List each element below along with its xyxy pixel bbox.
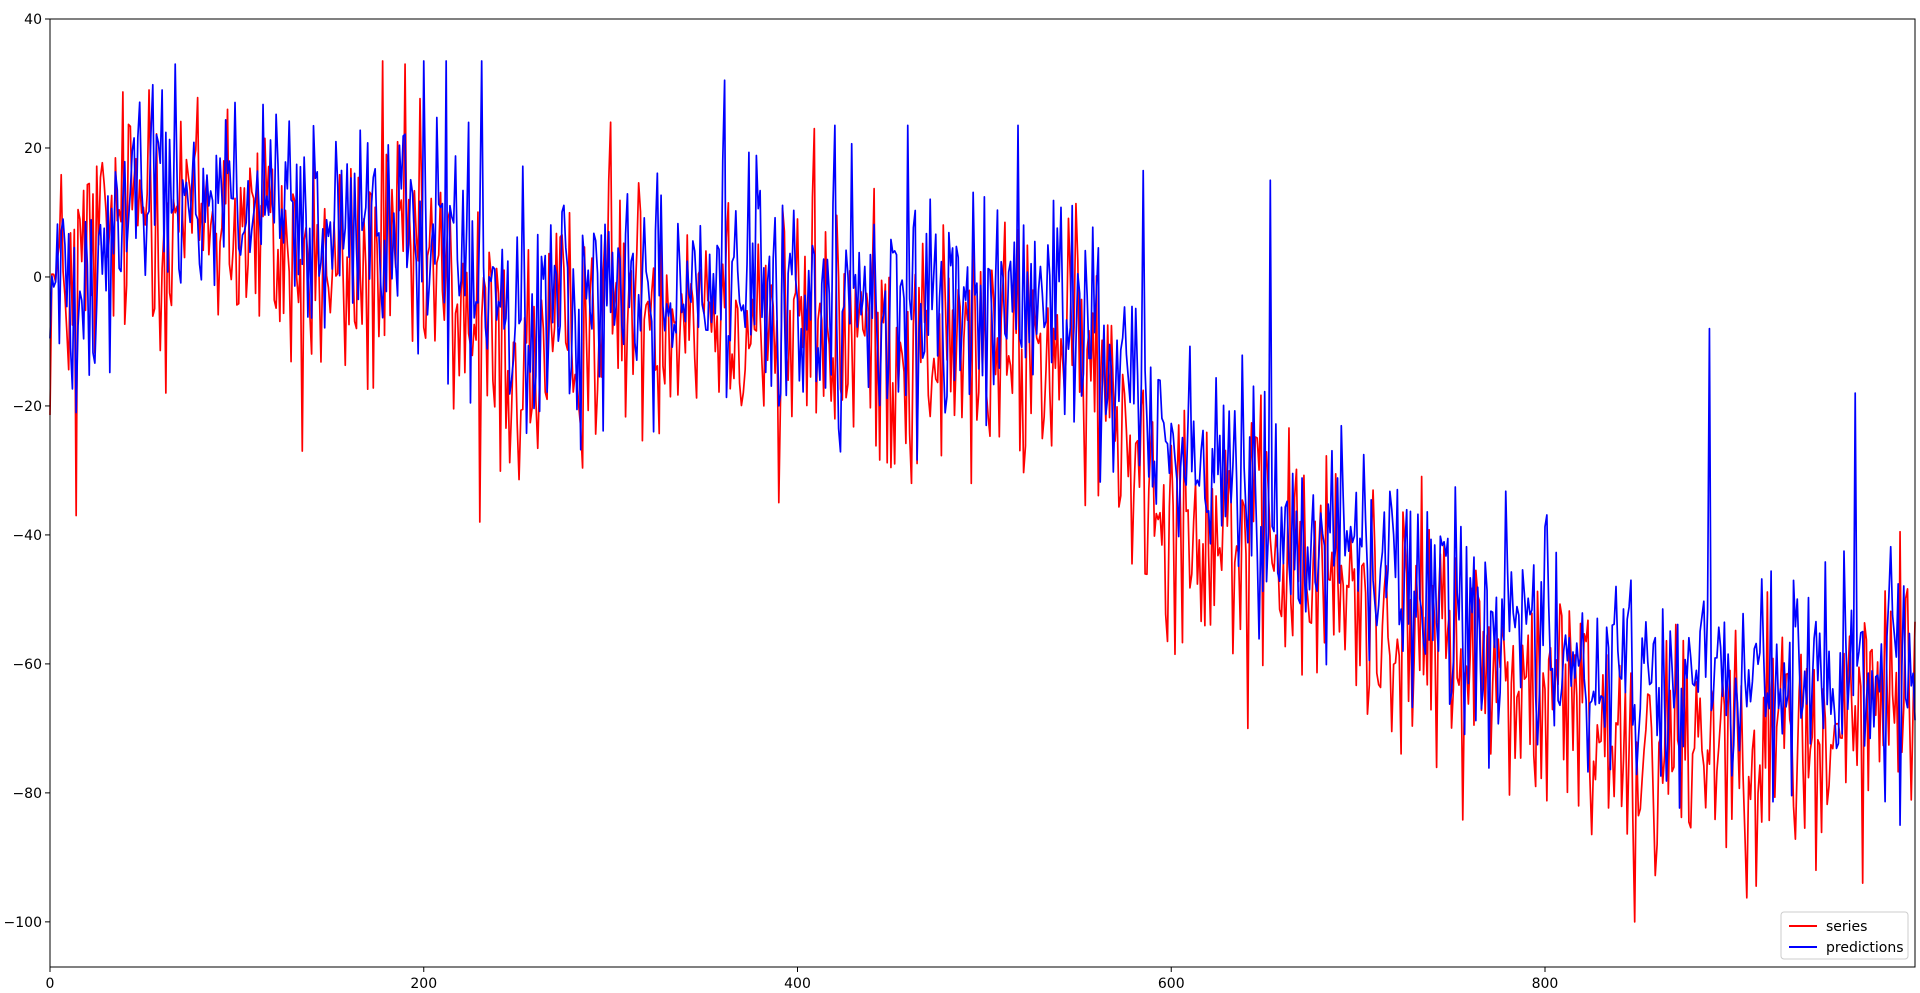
y-tick-label: −100 — [4, 915, 42, 931]
plot-lines — [49, 60, 1916, 923]
x-tick-label: 600 — [1158, 976, 1185, 992]
x-tick-label: 0 — [46, 976, 55, 992]
y-tick-label: −20 — [12, 399, 42, 415]
x-tick-label: 200 — [410, 976, 437, 992]
x-tick-label: 800 — [1532, 976, 1559, 992]
y-axis: −100 −80 −60 −40 −20 0 20 40 — [4, 12, 50, 931]
y-tick-label: −80 — [12, 786, 42, 802]
y-tick-label: −60 — [12, 657, 42, 673]
y-tick-label: −40 — [12, 528, 42, 544]
x-tick-label: 400 — [784, 976, 811, 992]
legend-label-series: series — [1826, 919, 1867, 935]
legend: series predictions — [1780, 911, 1909, 960]
y-tick-label: 0 — [33, 270, 42, 286]
legend-label-predictions: predictions — [1826, 940, 1904, 956]
y-tick-label: 40 — [24, 12, 42, 28]
series-line-predictions — [49, 60, 1916, 826]
x-axis: 0 200 400 600 800 — [46, 967, 1559, 992]
plot-frame — [49, 18, 1916, 968]
y-tick-label: 20 — [24, 141, 42, 157]
